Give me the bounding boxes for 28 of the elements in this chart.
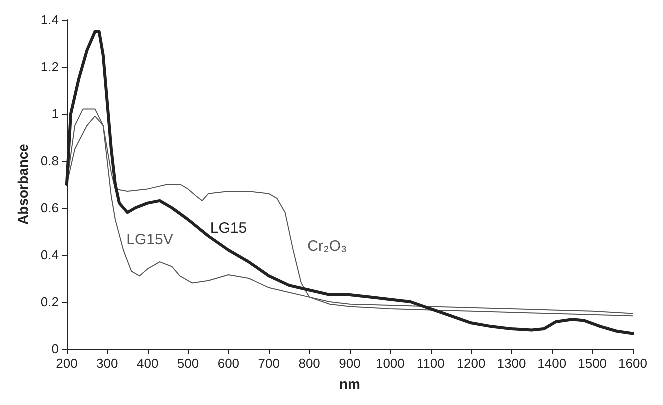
x-tick-label: 300 [96, 356, 118, 371]
x-tick-label: 600 [218, 356, 240, 371]
y-tick-label: 0.4 [40, 248, 59, 262]
x-tick-label: 700 [258, 356, 280, 371]
x-tick-label: 1600 [618, 356, 648, 371]
x-tick-label: 1400 [538, 356, 567, 371]
x-tick-label: 1500 [578, 356, 608, 371]
x-tick-label: 1100 [416, 356, 445, 371]
y-tick-label: 0 [52, 342, 59, 356]
x-tick-label: 1300 [497, 356, 526, 371]
y-tick-label: 0.2 [40, 294, 59, 310]
y-tick-label: 0.8 [40, 154, 59, 168]
x-tick-label: 400 [136, 356, 159, 371]
x-axis-title: nm [339, 376, 360, 392]
x-tick-label: 1200 [456, 356, 486, 371]
y-tick-label: 1.2 [40, 60, 59, 74]
y-tick-label: 1 [52, 106, 59, 122]
x-tick-label: 200 [56, 356, 78, 371]
y-tick-label: 1.4 [40, 12, 59, 28]
x-tick-label: 900 [339, 356, 361, 371]
y-axis-title: Absorbance [15, 144, 31, 225]
x-tick-label: 1000 [376, 356, 405, 371]
series-label: LG15 [210, 220, 248, 237]
series-label: LG15V [126, 232, 174, 249]
y-tick-label: 0.6 [40, 200, 59, 216]
series-label: Cr₂O₃ [308, 238, 348, 255]
x-tick-label: 500 [177, 356, 200, 371]
x-tick-label: 800 [298, 356, 320, 371]
